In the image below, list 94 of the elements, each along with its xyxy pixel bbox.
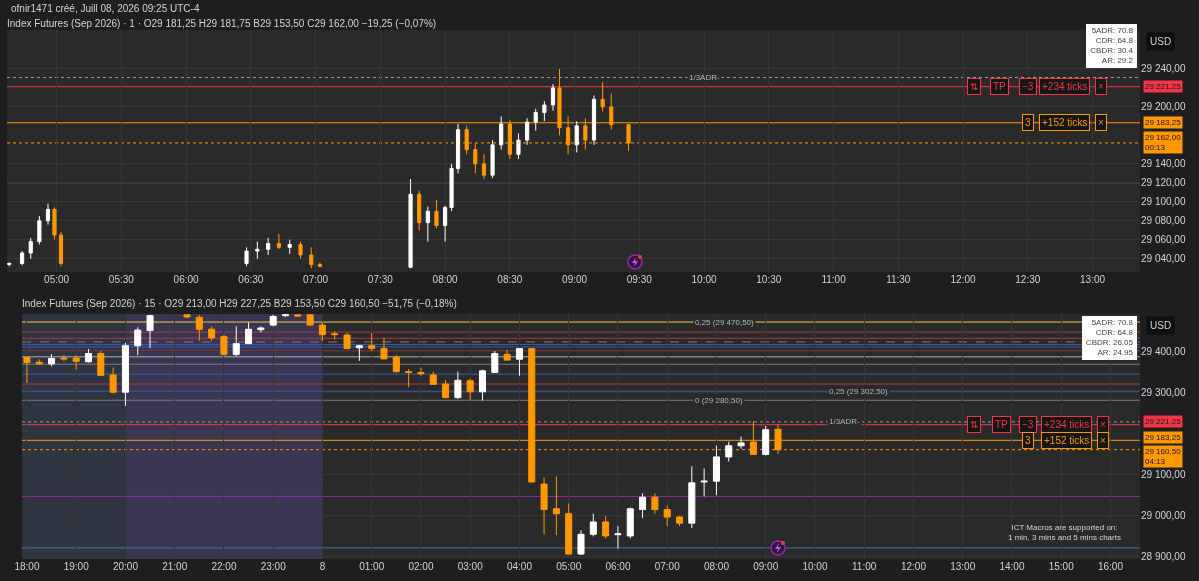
y-tick-label: 29 040,00 — [1141, 253, 1186, 265]
x-tick-label: 10:00 — [802, 561, 828, 572]
x-tick-label: 05:00 — [44, 274, 70, 285]
x-tick-label: 15:00 — [1048, 561, 1075, 572]
y-tick-label: 29 060,00 — [1141, 234, 1186, 246]
annotation: CDR: 64.8 — [1094, 328, 1133, 338]
x-tick-label: 22:00 — [211, 561, 237, 572]
annotation: +152 ticks — [1042, 117, 1088, 128]
annotation: 29 221,25 — [1145, 417, 1182, 426]
x-tick-label: 06:00 — [173, 274, 200, 285]
x-tick-label: 08:00 — [432, 274, 459, 285]
x-tick-label: 09:00 — [753, 561, 779, 572]
annotation: × — [1100, 419, 1106, 430]
x-tick-label: 08:30 — [497, 274, 523, 285]
ref-line-label: 1/3ADR- — [689, 73, 721, 82]
y-tick-label: 29 100,00 — [1141, 469, 1186, 481]
x-tick-label: 06:30 — [238, 274, 264, 285]
x-tick-label: 21:00 — [162, 561, 188, 572]
annotation: 29 162,00 00:13 — [1145, 133, 1182, 153]
annotation: × — [1098, 117, 1104, 128]
x-tick-label: 23:00 — [260, 561, 287, 572]
x-tick-label: 01:00 — [359, 561, 385, 572]
x-tick-label: 07:30 — [367, 274, 394, 285]
ref-line-label: 1/3ADR- — [829, 417, 861, 426]
y-tick-label: 29 100,00 — [1141, 196, 1186, 208]
x-tick-label: 11:00 — [821, 274, 847, 285]
annotation: × — [1100, 435, 1106, 446]
y-tick-label: 29 200,00 — [1141, 101, 1186, 113]
x-tick-label: 10:30 — [756, 274, 782, 285]
chart-title: Index Futures (Sep 2026) · 15 · O29 213,00 H29 227,25 B29 153,50 C29 160,50 −51,75 (−0,18%) — [22, 297, 457, 309]
annotation: AR: 24.95 — [1096, 348, 1133, 358]
x-tick-label: 12:00 — [950, 274, 976, 285]
x-tick-label: 05:30 — [108, 274, 135, 285]
annotation: TP — [993, 81, 1007, 92]
ref-line-label: 0 (29 280,50) — [695, 396, 743, 405]
x-tick-label: 07:00 — [654, 561, 681, 572]
y-tick-label: 29 240,00 — [1141, 63, 1186, 75]
annotation: CBDR: 26.05 — [1085, 338, 1133, 348]
annotation: 29 160,50 04:13 — [1145, 447, 1182, 467]
annotation: 5ADR: 70.8 — [1090, 26, 1133, 36]
ref-line-label: 0,25 (29 302,50) — [829, 387, 889, 396]
ref-line-label: 0,25 (29 470,50) — [695, 318, 755, 327]
x-tick-label: 12:30 — [1015, 274, 1041, 285]
x-tick-label: 13:00 — [950, 561, 976, 572]
y-axis-title: USD — [1150, 320, 1172, 331]
annotation: × — [1098, 81, 1104, 92]
annotation: +234 ticks — [1042, 81, 1088, 92]
y-tick-label: 29 140,00 — [1141, 158, 1186, 170]
annotation: ⇅ — [970, 419, 978, 430]
x-tick-label: 12:00 — [900, 561, 927, 572]
x-tick-label: 19:00 — [63, 561, 90, 572]
annotation: 3 — [1025, 435, 1031, 446]
x-tick-label: 07:00 — [303, 274, 329, 285]
annotation: 29 183,25 — [1145, 433, 1182, 442]
x-tick-label: 13:00 — [1080, 274, 1106, 285]
x-tick-label: 18:00 — [14, 561, 40, 572]
chart-title: Index Futures (Sep 2026) · 1 · O29 181,25 H29 181,75 B29 153,50 C29 162,00 −19,25 (−0,07%) — [7, 17, 437, 29]
y-axis-title: USD — [1150, 36, 1172, 47]
annotation: 29 183,25 — [1145, 118, 1182, 127]
x-tick-label: 05:00 — [556, 561, 582, 572]
y-tick-label: 29 400,00 — [1141, 345, 1186, 357]
annotation: CBDR: 30.4 — [1090, 46, 1133, 56]
x-tick-label: 14:00 — [999, 561, 1025, 572]
annotation: TP — [995, 419, 1009, 430]
annotation: 3 — [1025, 117, 1031, 128]
x-tick-label: 10:00 — [691, 274, 718, 285]
x-tick-label: 04:00 — [506, 561, 533, 572]
x-tick-label: 11:00 — [852, 561, 877, 572]
x-tick-label: 20:00 — [112, 561, 139, 572]
annotation: ⇅ — [970, 81, 978, 92]
y-tick-label: 28 900,00 — [1141, 551, 1186, 563]
annotation: CDR: 64.8 — [1094, 36, 1133, 46]
x-tick-label: 11:30 — [886, 274, 911, 285]
annotation: +152 ticks — [1044, 435, 1090, 446]
y-tick-label: 29 120,00 — [1141, 177, 1186, 189]
annotation: +234 ticks — [1044, 419, 1090, 430]
x-tick-label: 06:00 — [605, 561, 631, 572]
x-tick-label: 8 — [319, 561, 326, 572]
y-tick-label: 29 000,00 — [1141, 510, 1186, 522]
annotation: ICT Macros are supported on: 1 min, 3 mins and 5 mins charts — [1008, 523, 1121, 543]
annotation: −3 — [1022, 81, 1034, 92]
x-tick-label: 09:30 — [626, 274, 653, 285]
x-tick-label: 02:00 — [408, 561, 434, 572]
x-tick-label: 09:00 — [562, 274, 588, 285]
x-tick-label: 08:00 — [703, 561, 730, 572]
annotation: AR: 29.2 — [1100, 56, 1133, 66]
annotation: 29 221,25 — [1145, 82, 1182, 91]
annotation: 5ADR: 70.8 — [1090, 318, 1133, 328]
chart-subtitle: ofnir1471 créé, Juill 08, 2026 09:25 UTC-4 — [11, 3, 200, 14]
x-tick-label: 03:00 — [457, 561, 484, 572]
y-tick-label: 29 080,00 — [1141, 215, 1186, 227]
annotation: −3 — [1022, 419, 1034, 430]
y-tick-label: 29 300,00 — [1141, 386, 1186, 398]
x-tick-label: 16:00 — [1097, 561, 1124, 572]
